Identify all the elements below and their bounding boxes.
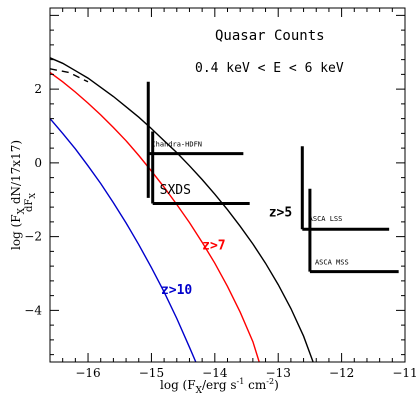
survey-label-sxds: SXDS (160, 183, 191, 198)
series-label-z5: z>5 (269, 205, 292, 220)
y-tick-label: 0 (34, 156, 42, 170)
axis-tick-labels: −16 −15 −14 −13 −12 −11 −4 −2 0 2 (24, 82, 417, 380)
svg-text:dFX: dFX (24, 193, 37, 212)
svg-text:log (FX dN/17x17): log (FX dN/17x17) (9, 140, 27, 250)
series-labels: z>5 z>7 z>10 (161, 205, 292, 297)
series-line-z5 (50, 57, 314, 362)
survey-labels: Chandra-HDFN SXDS ASCA LSS ASCA MSS (151, 140, 348, 266)
x-tick-label: −16 (75, 366, 100, 380)
x-axis-label: log (FX/erg s-1 cm-2) (160, 377, 279, 396)
series-line-z7 (50, 71, 260, 362)
series-line-dashed-3 (50, 68, 89, 83)
chart-subtitle: 0.4 keV < E < 6 keV (195, 61, 344, 76)
x-tick-label: −13 (266, 366, 291, 380)
x-tick-label: −14 (202, 366, 228, 380)
plot-area (50, 57, 399, 362)
x-tick-label: −11 (392, 366, 417, 380)
series-label-z10: z>10 (161, 283, 192, 298)
survey-label-asca-lss: ASCA LSS (309, 215, 343, 223)
series-line-z10 (50, 118, 197, 362)
survey-label-chandra-hdfn: Chandra-HDFN (151, 140, 202, 148)
survey-label-asca-mss: ASCA MSS (315, 258, 349, 266)
y-tick-label: −4 (24, 303, 42, 317)
axis-ticks (49, 8, 405, 362)
x-tick-label: −15 (139, 366, 164, 380)
series-label-z7: z>7 (202, 239, 225, 254)
y-axis-label: log (FX dN/17x17) dFX (9, 140, 37, 250)
x-tick-label: −12 (329, 366, 354, 380)
chart-title: Quasar Counts (215, 28, 325, 44)
y-tick-label: −2 (24, 230, 42, 244)
y-tick-label: 2 (34, 82, 42, 96)
